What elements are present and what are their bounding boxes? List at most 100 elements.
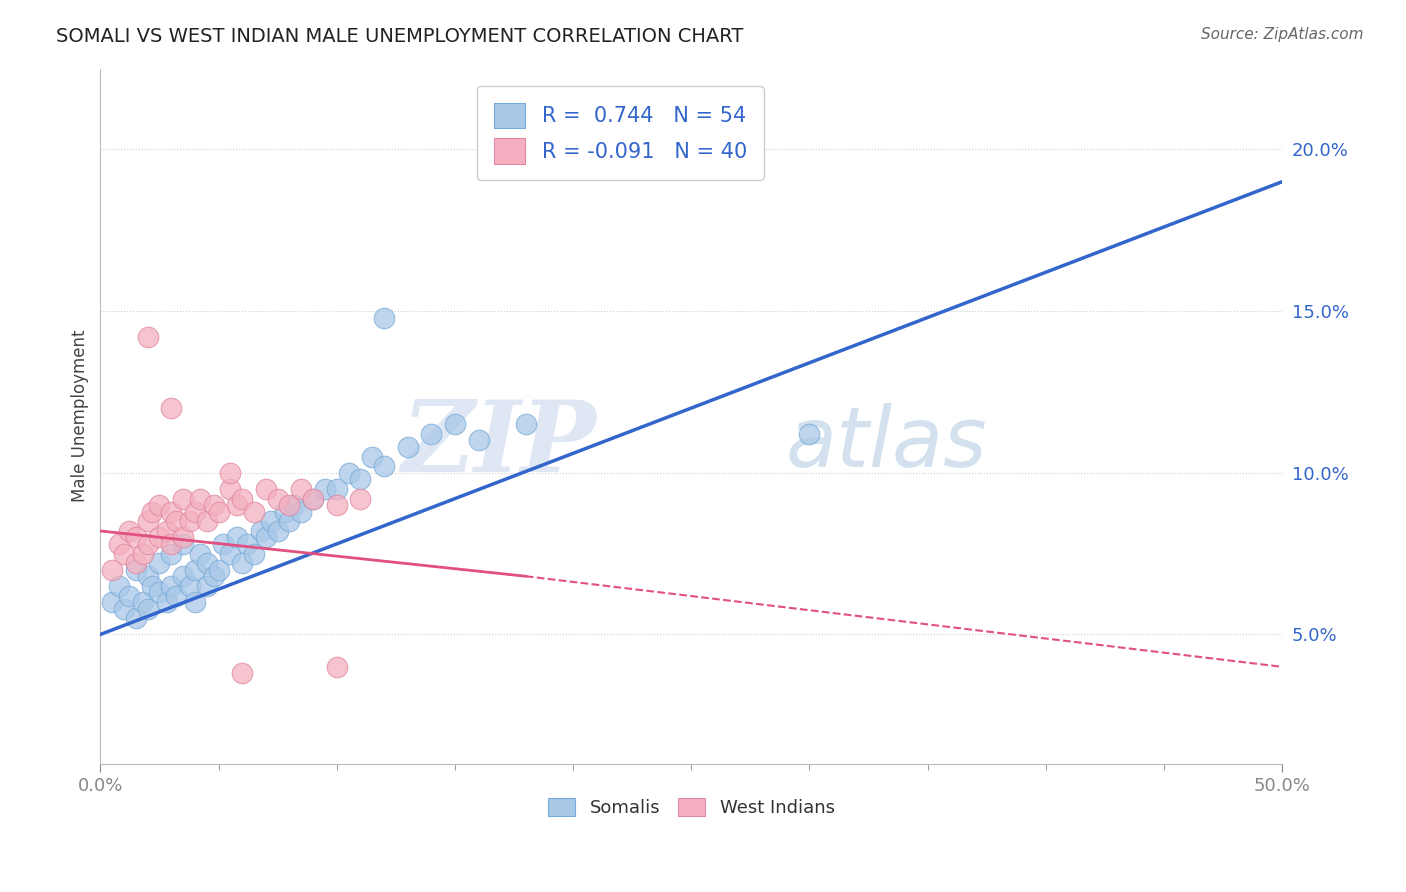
Text: ZIP: ZIP <box>402 396 596 492</box>
Point <box>349 472 371 486</box>
Point <box>136 514 159 528</box>
Point <box>337 466 360 480</box>
Point <box>108 537 131 551</box>
Point <box>179 579 201 593</box>
Point <box>118 524 141 538</box>
Point <box>231 491 253 506</box>
Point <box>148 498 170 512</box>
Legend: Somalis, West Indians: Somalis, West Indians <box>541 790 842 824</box>
Point <box>136 569 159 583</box>
Y-axis label: Male Unemployment: Male Unemployment <box>72 330 89 502</box>
Point <box>373 459 395 474</box>
Point <box>132 547 155 561</box>
Point <box>212 537 235 551</box>
Point <box>219 482 242 496</box>
Point <box>325 660 347 674</box>
Point <box>125 611 148 625</box>
Point <box>420 427 443 442</box>
Point <box>160 547 183 561</box>
Point <box>373 310 395 325</box>
Point <box>101 563 124 577</box>
Point <box>141 579 163 593</box>
Point <box>259 514 281 528</box>
Point <box>125 563 148 577</box>
Point <box>160 537 183 551</box>
Point <box>207 563 229 577</box>
Point <box>118 589 141 603</box>
Text: atlas: atlas <box>786 403 987 484</box>
Point <box>302 491 325 506</box>
Point <box>325 482 347 496</box>
Point <box>226 531 249 545</box>
Point <box>155 524 177 538</box>
Point <box>219 466 242 480</box>
Point <box>243 505 266 519</box>
Point <box>160 579 183 593</box>
Point <box>349 491 371 506</box>
Point <box>273 505 295 519</box>
Point <box>108 579 131 593</box>
Point <box>207 505 229 519</box>
Point <box>231 557 253 571</box>
Point <box>283 498 305 512</box>
Point <box>184 595 207 609</box>
Point <box>202 569 225 583</box>
Point <box>132 595 155 609</box>
Point <box>515 417 537 432</box>
Point <box>195 579 218 593</box>
Point <box>219 547 242 561</box>
Point <box>155 595 177 609</box>
Point <box>165 514 187 528</box>
Point <box>278 514 301 528</box>
Text: Source: ZipAtlas.com: Source: ZipAtlas.com <box>1201 27 1364 42</box>
Point <box>160 401 183 415</box>
Point <box>148 585 170 599</box>
Point <box>148 531 170 545</box>
Point <box>125 557 148 571</box>
Point <box>172 491 194 506</box>
Point <box>325 498 347 512</box>
Point <box>112 547 135 561</box>
Point <box>141 505 163 519</box>
Point <box>254 482 277 496</box>
Point <box>361 450 384 464</box>
Point <box>112 601 135 615</box>
Point <box>250 524 273 538</box>
Point <box>179 514 201 528</box>
Point <box>101 595 124 609</box>
Point <box>184 505 207 519</box>
Point <box>172 531 194 545</box>
Point <box>236 537 259 551</box>
Point <box>290 505 312 519</box>
Point <box>266 524 288 538</box>
Point <box>184 563 207 577</box>
Point <box>314 482 336 496</box>
Point <box>136 537 159 551</box>
Point <box>226 498 249 512</box>
Point <box>172 569 194 583</box>
Point <box>172 537 194 551</box>
Point <box>188 491 211 506</box>
Point <box>195 557 218 571</box>
Point <box>444 417 467 432</box>
Point <box>799 427 821 442</box>
Text: SOMALI VS WEST INDIAN MALE UNEMPLOYMENT CORRELATION CHART: SOMALI VS WEST INDIAN MALE UNEMPLOYMENT … <box>56 27 744 45</box>
Point <box>188 547 211 561</box>
Point <box>160 505 183 519</box>
Point <box>125 531 148 545</box>
Point <box>396 440 419 454</box>
Point <box>290 482 312 496</box>
Point <box>302 491 325 506</box>
Point <box>202 498 225 512</box>
Point <box>243 547 266 561</box>
Point <box>231 666 253 681</box>
Point <box>136 601 159 615</box>
Point <box>278 498 301 512</box>
Point <box>195 514 218 528</box>
Point <box>148 557 170 571</box>
Point <box>165 589 187 603</box>
Point <box>467 434 489 448</box>
Point <box>136 330 159 344</box>
Point <box>254 531 277 545</box>
Point <box>266 491 288 506</box>
